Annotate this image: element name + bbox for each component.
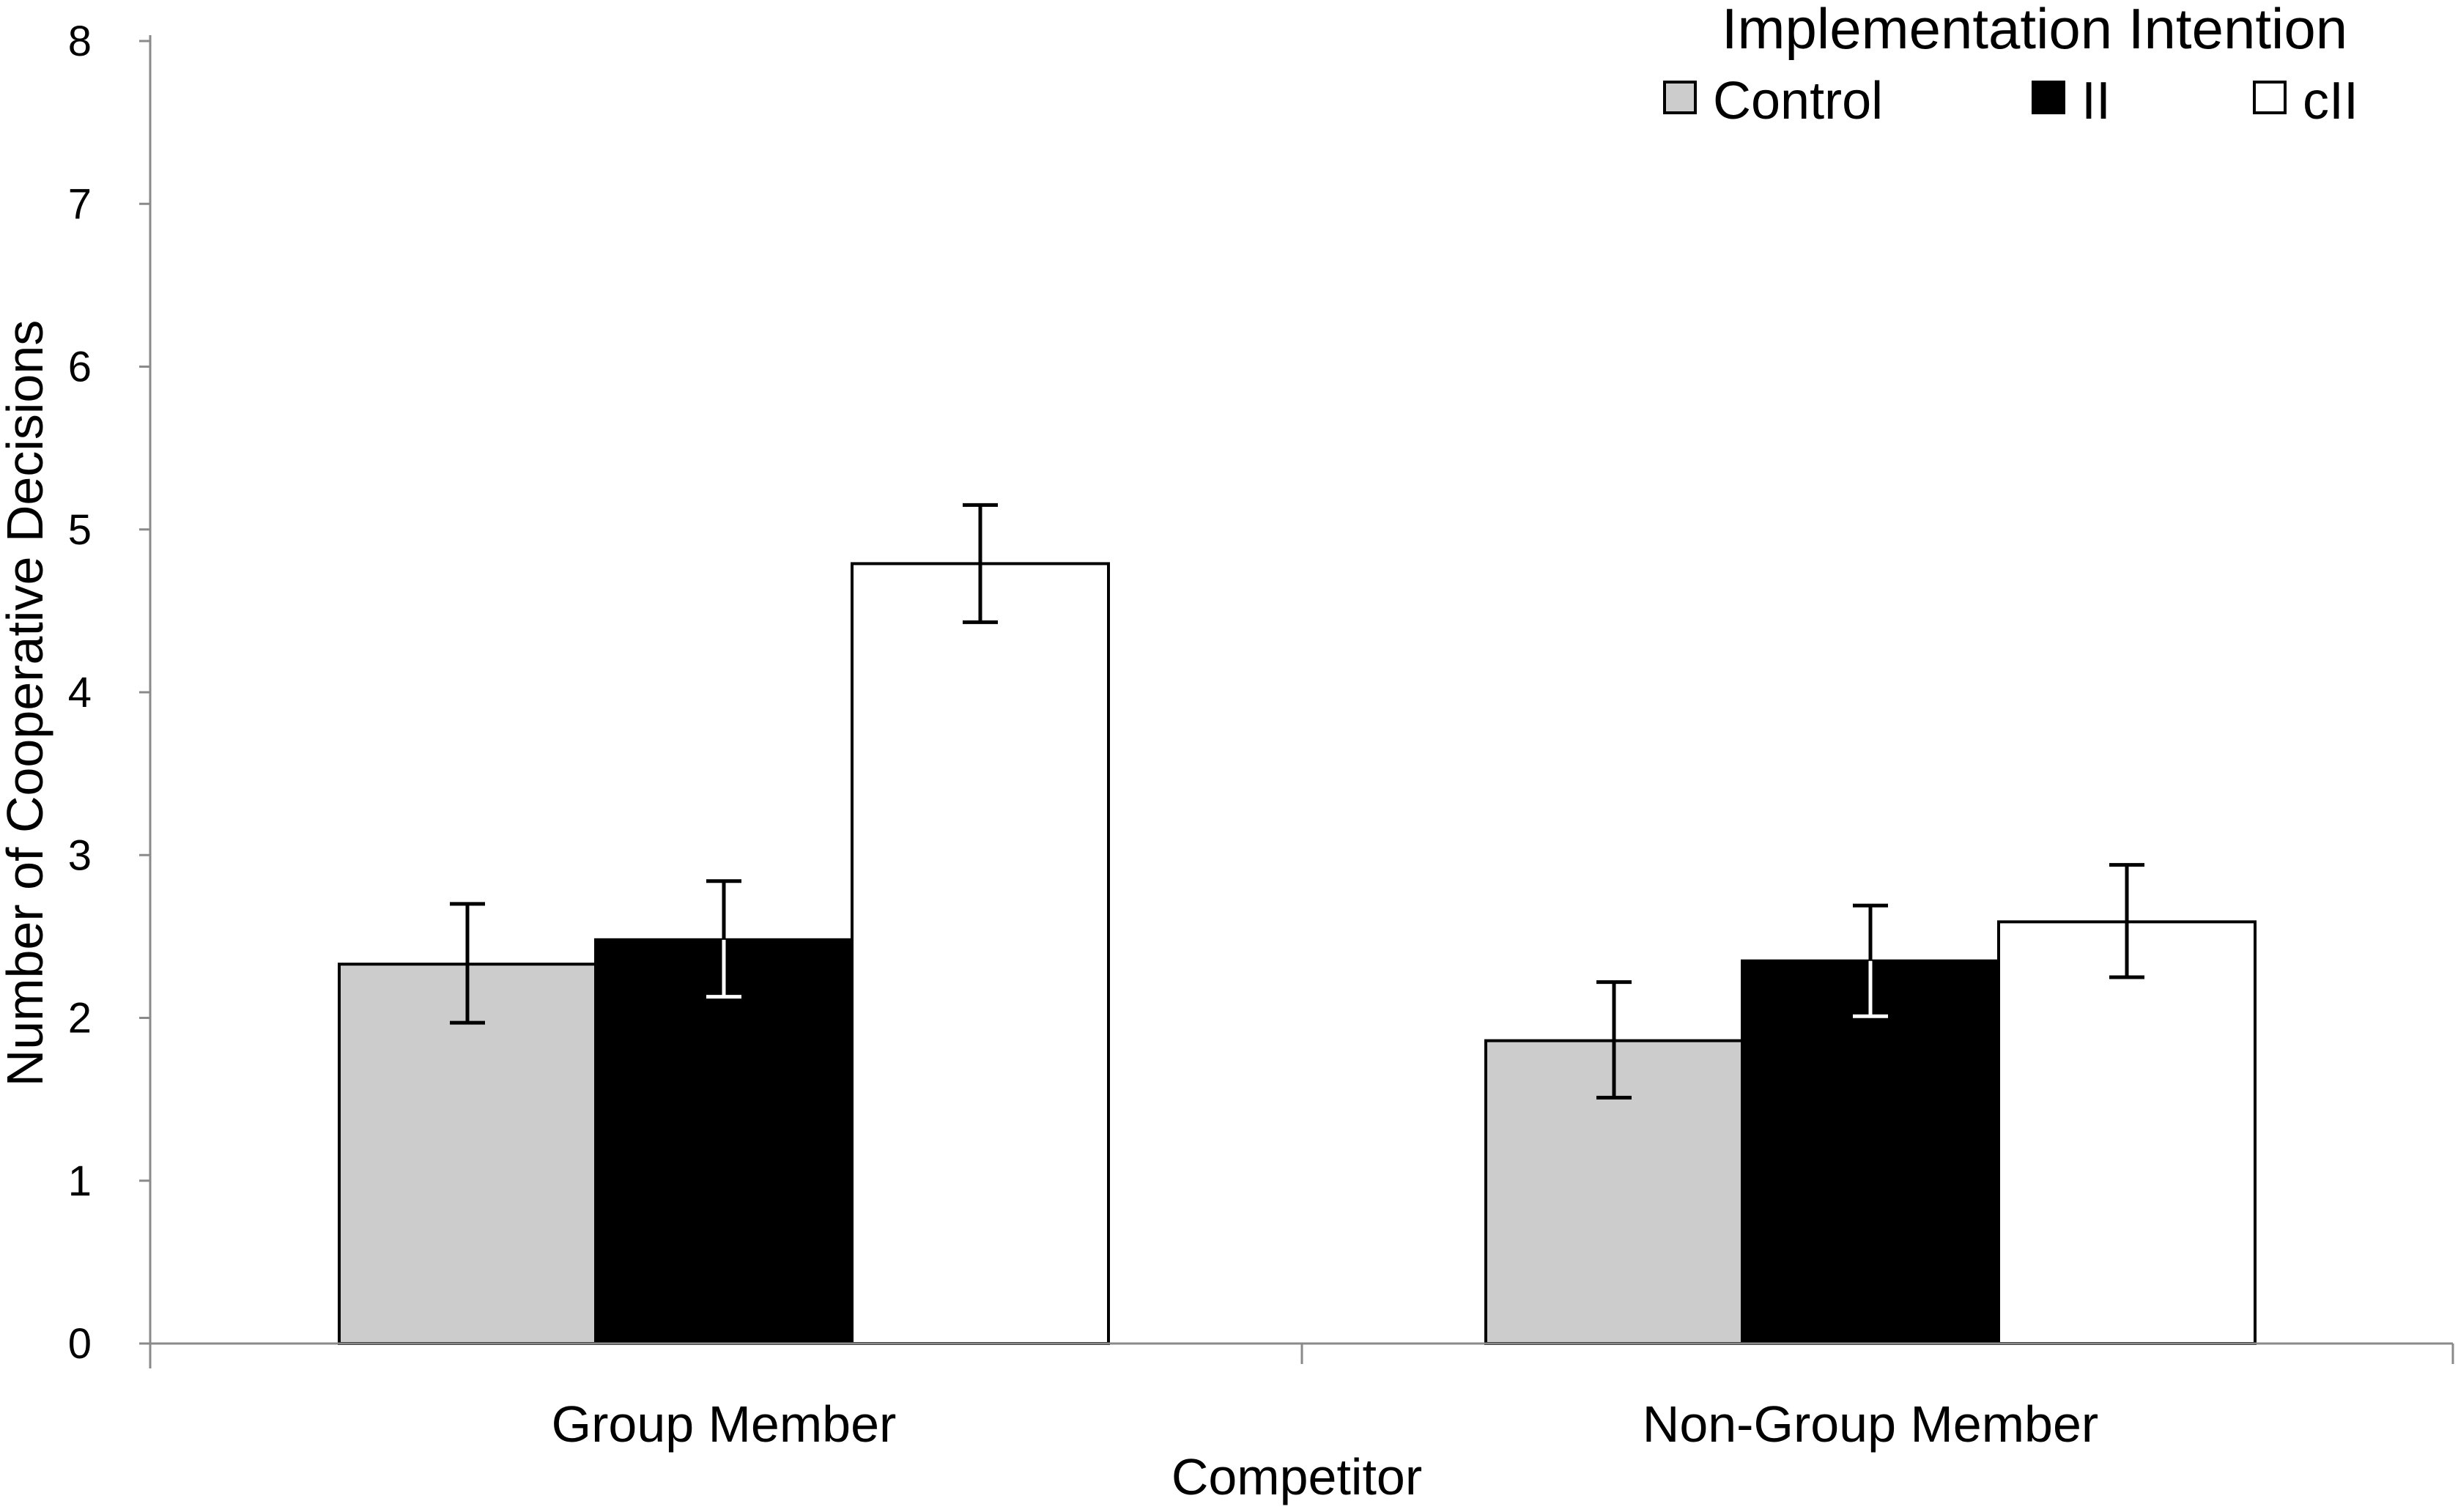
error-bar (450, 902, 485, 1025)
legend-swatch (1663, 81, 1697, 114)
bar (594, 938, 854, 1345)
y-axis-title: Number of Cooperative Decisions (0, 320, 53, 1087)
y-tick-label: 4 (68, 669, 92, 716)
y-tick-label: 2 (68, 995, 92, 1042)
error-bar (1596, 980, 1632, 1100)
y-tick-label: 7 (68, 180, 92, 228)
series-ii (594, 879, 2000, 1345)
legend-items: Control II cII (1663, 72, 2358, 130)
error-bar (706, 879, 741, 999)
legend-swatch (2253, 81, 2287, 114)
bar (1741, 959, 2000, 1345)
y-tick-label: 3 (68, 831, 92, 879)
error-bar (1853, 903, 1888, 1018)
bar (1997, 920, 2257, 1346)
bar (851, 562, 1110, 1345)
legend-item-control: Control (1663, 72, 1883, 130)
x-category-label: Non-Group Member (1643, 1396, 2098, 1453)
legend-item-ii: II (2032, 72, 2111, 130)
legend: Implementation Intention Control II cII (1663, 0, 2358, 130)
bar (338, 963, 597, 1345)
plot-area (338, 503, 2257, 1346)
error-bar (963, 503, 998, 624)
series-cii (851, 503, 2257, 1346)
y-tick-label: 6 (68, 344, 92, 391)
y-tick-label: 5 (68, 506, 92, 554)
error-bar (2109, 863, 2144, 979)
legend-swatch (2032, 81, 2065, 114)
y-tick-label: 0 (68, 1320, 92, 1368)
y-axis-ticks: 0 1 2 3 4 5 6 7 8 (68, 18, 150, 1368)
x-axis-title: Competitor (1171, 1448, 1422, 1505)
y-tick-label: 1 (68, 1157, 92, 1205)
legend-label: II (2081, 72, 2111, 130)
legend-label: cII (2303, 72, 2358, 130)
x-axis-categories: Group Member Non-Group Member (149, 1344, 2454, 1453)
legend-item-cii: cII (2253, 72, 2358, 130)
y-tick-label: 8 (68, 18, 92, 65)
legend-title: Implementation Intention (1722, 0, 2347, 61)
legend-label: Control (1713, 72, 1883, 130)
x-category-label: Group Member (552, 1396, 897, 1453)
